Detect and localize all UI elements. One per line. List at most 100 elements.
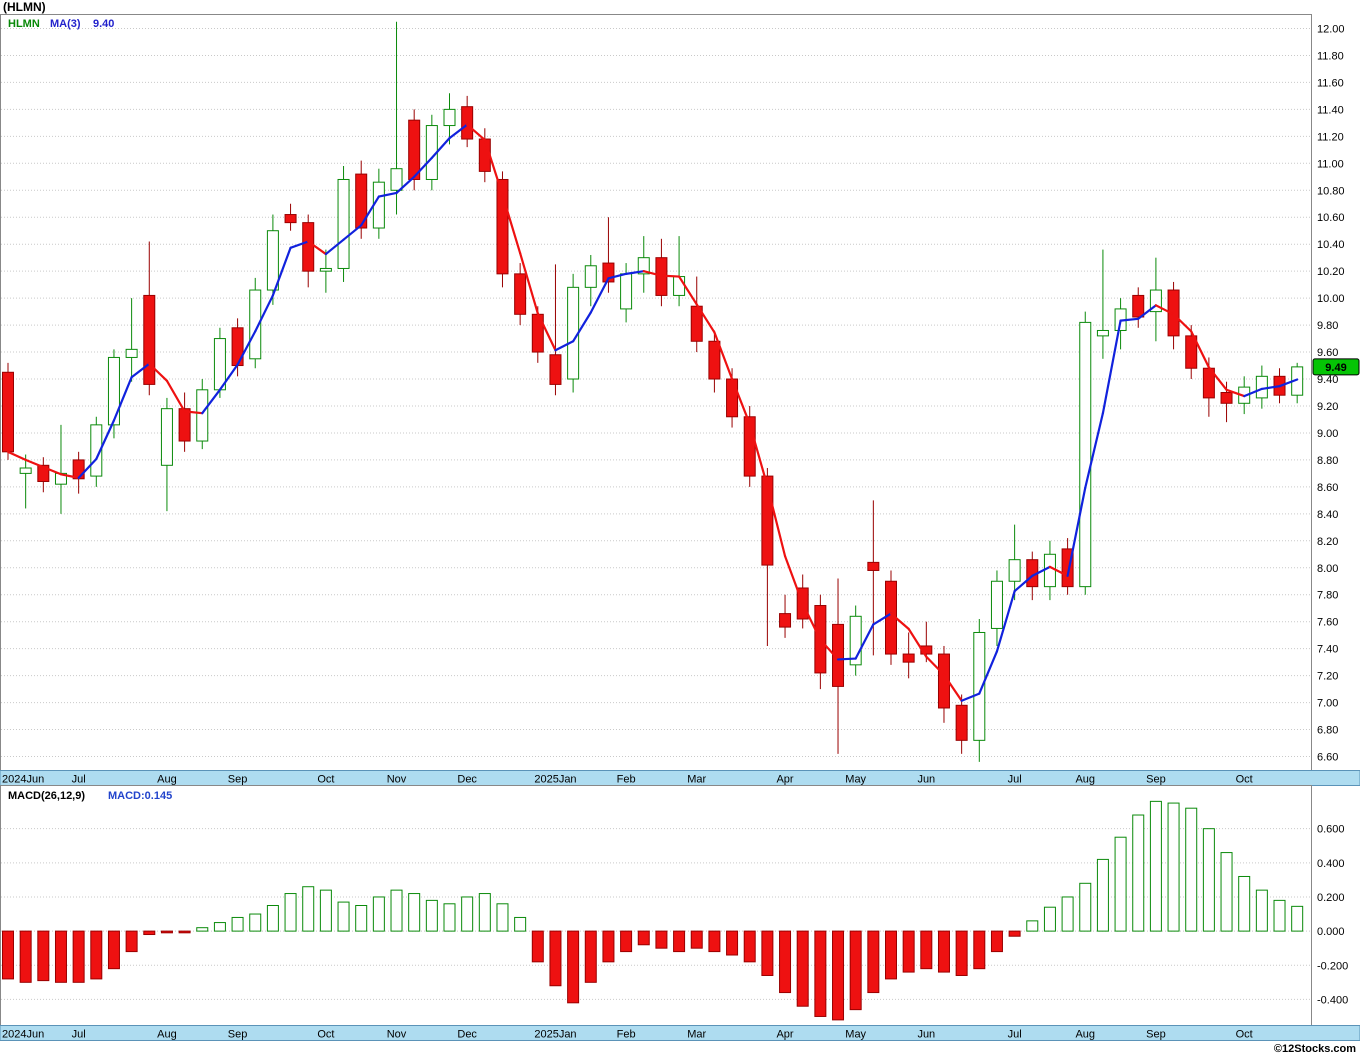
legend-symbol: HLMN xyxy=(8,18,40,30)
price-axis-tick: 11.40 xyxy=(1317,104,1344,116)
macd-bar xyxy=(266,905,279,932)
macd-axis-tick: 0.600 xyxy=(1317,824,1345,836)
month-label: Jul xyxy=(1008,1029,1022,1041)
month-label: Dec xyxy=(457,1029,477,1041)
price-axis-tick: 6.80 xyxy=(1317,725,1338,737)
macd-bar xyxy=(107,930,120,970)
macd-bar xyxy=(690,930,703,949)
month-labels-price: 2024Jun Jul Aug Sep Oct Nov Dec 2025Jan Feb Mar Ap… xyxy=(2,774,1253,786)
macd-bar xyxy=(1149,800,1162,932)
macd-bar xyxy=(1079,882,1092,932)
month-label: 2024Jun xyxy=(2,1029,44,1041)
month-label: Aug xyxy=(157,1029,177,1041)
price-axis-tick: 10.40 xyxy=(1317,239,1345,251)
month-label: Oct xyxy=(1236,774,1253,786)
macd-bar xyxy=(1185,807,1198,932)
macd-axis-tick: 0.400 xyxy=(1317,858,1345,870)
price-axis-tick: 8.60 xyxy=(1317,482,1338,494)
candle xyxy=(1132,287,1145,328)
macd-axis-tick: -0.200 xyxy=(1317,960,1348,972)
month-label: Sep xyxy=(1146,774,1166,786)
candle xyxy=(973,619,986,762)
price-axis-tick: 11.80 xyxy=(1317,50,1344,62)
macd-bar xyxy=(849,930,862,1011)
month-label: Apr xyxy=(776,774,793,786)
macd-bar xyxy=(867,930,880,994)
macd-bar xyxy=(196,927,209,932)
macd-bar xyxy=(761,930,774,976)
month-label: Mar xyxy=(687,774,706,786)
price-axis-tick: 9.80 xyxy=(1317,320,1338,332)
macd-bar xyxy=(531,930,544,963)
macd-bar xyxy=(1132,814,1145,932)
macd-bar xyxy=(549,930,562,987)
price-axis-tick: 7.80 xyxy=(1317,590,1338,602)
page-title: (HLMN) xyxy=(3,0,46,14)
candle xyxy=(955,694,968,754)
candle xyxy=(37,457,50,493)
last-price-badge-value: 9.49 xyxy=(1325,362,1346,374)
candle xyxy=(496,171,509,288)
candle xyxy=(461,95,474,148)
macd-bar xyxy=(72,930,85,983)
macd-bar xyxy=(567,930,580,1004)
candle xyxy=(990,570,1003,646)
price-axis-tick: 8.20 xyxy=(1317,536,1338,548)
macd-axis-tick: 0.200 xyxy=(1317,892,1345,904)
candle xyxy=(708,330,721,393)
macd-legend-label: MACD(26,12,9) xyxy=(8,790,85,802)
macd-bar xyxy=(885,930,897,980)
price-axis-tick: 7.00 xyxy=(1317,698,1338,710)
macd-bar xyxy=(231,916,244,932)
month-label: 2025Jan xyxy=(534,1029,576,1041)
price-axis-tick: 7.20 xyxy=(1317,671,1338,683)
price-axis-tick: 7.60 xyxy=(1317,617,1338,629)
macd-bar xyxy=(1255,889,1268,932)
candle xyxy=(143,241,156,396)
macd-bar xyxy=(496,903,509,932)
month-label: Aug xyxy=(1075,774,1095,786)
macd-bar xyxy=(319,889,332,932)
candle xyxy=(761,468,774,646)
macd-bar xyxy=(337,901,350,932)
candle xyxy=(337,166,350,282)
last-price-badge-box xyxy=(1312,358,1360,376)
candle xyxy=(19,454,32,509)
month-labels-macd: 2024Jun Jul Aug Sep Oct Nov Dec 2025Jan Feb Mar Ap… xyxy=(2,1029,1253,1041)
month-label: Oct xyxy=(317,1029,334,1041)
candle xyxy=(90,416,103,487)
candle xyxy=(1079,311,1092,595)
candle xyxy=(1185,325,1198,380)
macd-bar xyxy=(1202,828,1215,932)
price-axis-tick: 9.20 xyxy=(1317,401,1338,413)
candle xyxy=(867,500,880,656)
month-label: Dec xyxy=(457,774,477,786)
macd-bar xyxy=(213,922,226,932)
month-label: Nov xyxy=(387,1029,407,1041)
price-axis-tick: 10.60 xyxy=(1317,212,1345,224)
macd-bar xyxy=(284,893,297,932)
macd-bar xyxy=(160,930,173,934)
candle xyxy=(2,362,14,460)
month-label: May xyxy=(845,774,866,786)
macd-legend-value: MACD:0.145 xyxy=(108,790,172,802)
price-axis-tick: 8.00 xyxy=(1317,563,1338,575)
month-label: Nov xyxy=(387,774,407,786)
month-label: Jul xyxy=(72,774,86,786)
macd-bar xyxy=(1291,905,1304,932)
month-label: Feb xyxy=(617,1029,636,1041)
month-label: Feb xyxy=(617,774,636,786)
macd-bar xyxy=(796,930,809,1007)
macd-bar xyxy=(443,903,456,932)
candle xyxy=(743,405,756,487)
candle xyxy=(902,632,915,679)
macd-bar xyxy=(920,930,933,970)
legend-ma-value: 9.40 xyxy=(93,18,114,30)
month-label: Jul xyxy=(1008,774,1022,786)
watermark: ©12Stocks.com xyxy=(1274,1043,1356,1055)
price-axis-tick: 9.40 xyxy=(1317,374,1338,386)
month-label: Jun xyxy=(917,1029,935,1041)
macd-bar xyxy=(1061,896,1074,932)
price-axis-tick: 11.60 xyxy=(1317,77,1344,89)
macd-bar xyxy=(19,930,32,983)
